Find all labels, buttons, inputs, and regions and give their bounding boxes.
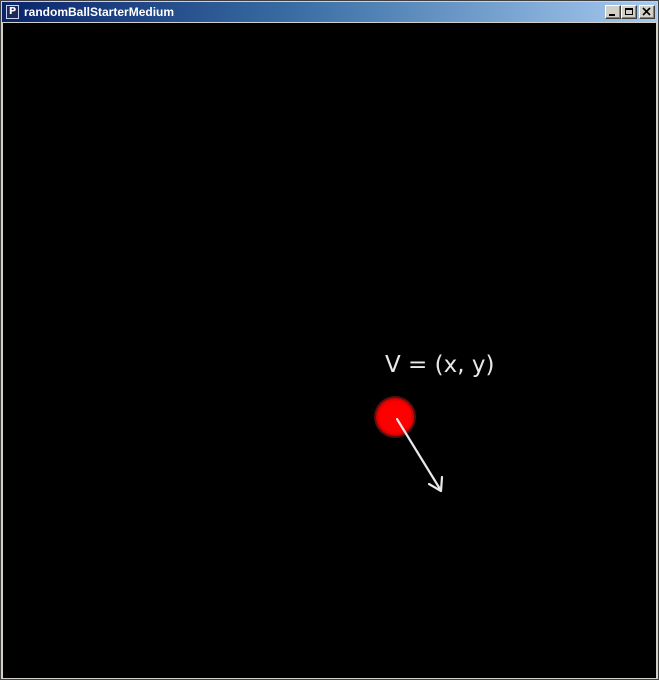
maximize-icon	[625, 8, 633, 15]
velocity-arrow-shaft	[395, 417, 442, 491]
window-title: randomBallStarterMedium	[24, 5, 175, 19]
close-icon	[642, 7, 651, 16]
close-button[interactable]	[639, 5, 655, 19]
minimize-button[interactable]	[605, 5, 621, 19]
title-bar[interactable]: P randomBallStarterMedium	[2, 2, 657, 22]
ball	[376, 398, 414, 436]
minimize-icon	[609, 14, 615, 16]
velocity-arrow-head	[427, 475, 444, 493]
maximize-button[interactable]	[621, 5, 637, 19]
velocity-label: V = (x, y)	[385, 352, 495, 378]
sketch-scene	[374, 396, 444, 493]
processing-app-icon[interactable]: P	[6, 5, 19, 19]
sketch-canvas[interactable]: V = (x, y)	[3, 23, 656, 678]
